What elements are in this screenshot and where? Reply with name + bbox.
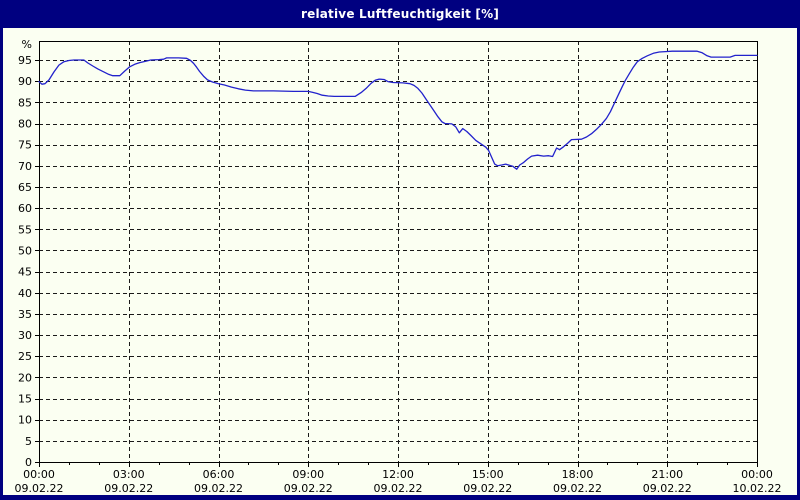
- y-tick-label: 65: [18, 181, 32, 194]
- x-tick-date-label: 09.02.22: [15, 482, 64, 495]
- y-tick-label: 10: [18, 414, 32, 427]
- y-tick-label: 85: [18, 96, 32, 109]
- x-tick-date-label: 09.02.22: [643, 482, 692, 495]
- y-tick-label: 0: [25, 456, 32, 469]
- y-tick-label: 70: [18, 160, 32, 173]
- x-tick-time-label: 18:00: [562, 468, 594, 481]
- y-tick-label: 5: [25, 435, 32, 448]
- y-tick-label: 75: [18, 139, 32, 152]
- y-axis-unit-label: %: [22, 38, 32, 51]
- x-tick-time-label: 09:00: [292, 468, 324, 481]
- y-tick-label: 55: [18, 223, 32, 236]
- title-bar: relative Luftfeuchtigkeit [%]: [0, 0, 800, 28]
- x-tick-date-label: 09.02.22: [374, 482, 423, 495]
- x-tick-time-label: 06:00: [203, 468, 235, 481]
- x-tick-time-label: 15:00: [472, 468, 504, 481]
- x-tick-time-label: 03:00: [113, 468, 145, 481]
- y-tick-label: 45: [18, 266, 32, 279]
- y-tick-label: 40: [18, 287, 32, 300]
- y-tick-label: 80: [18, 118, 32, 131]
- x-tick-time-label: 00:00: [23, 468, 55, 481]
- y-tick-label: 50: [18, 244, 32, 257]
- x-tick-time-label: 21:00: [651, 468, 683, 481]
- plot-frame: [39, 41, 758, 463]
- chart-area: 0 5 10 15 20 25 30 35 40 45 50 55 60 65 70 75 80 85 90 95% 0…: [3, 28, 797, 495]
- x-tick-date-label: 09.02.22: [553, 482, 602, 495]
- y-tick-label: 25: [18, 350, 32, 363]
- y-tick-label: 95: [18, 54, 32, 67]
- humidity-line-chart: 0 5 10 15 20 25 30 35 40 45 50 55 60 65 70 75 80 85 90 95% 0…: [15, 38, 782, 495]
- x-tick-date-label: 09.02.22: [194, 482, 243, 495]
- chart-title: relative Luftfeuchtigkeit [%]: [300, 7, 500, 21]
- x-tick-date-label: 09.02.22: [463, 482, 512, 495]
- x-tick-date-label: 10.02.22: [733, 482, 782, 495]
- x-tick-time-label: 00:00: [741, 468, 773, 481]
- y-tick-label: 15: [18, 393, 32, 406]
- y-tick-label: 30: [18, 329, 32, 342]
- y-tick-label: 90: [18, 75, 32, 88]
- x-tick-date-label: 09.02.22: [284, 482, 333, 495]
- x-tick-date-label: 09.02.22: [104, 482, 153, 495]
- humidity-line: [38, 50, 758, 170]
- y-tick-label: 35: [18, 308, 32, 321]
- x-tick-time-label: 12:00: [382, 468, 414, 481]
- y-tick-label: 20: [18, 371, 32, 384]
- y-tick-label: 60: [18, 202, 32, 215]
